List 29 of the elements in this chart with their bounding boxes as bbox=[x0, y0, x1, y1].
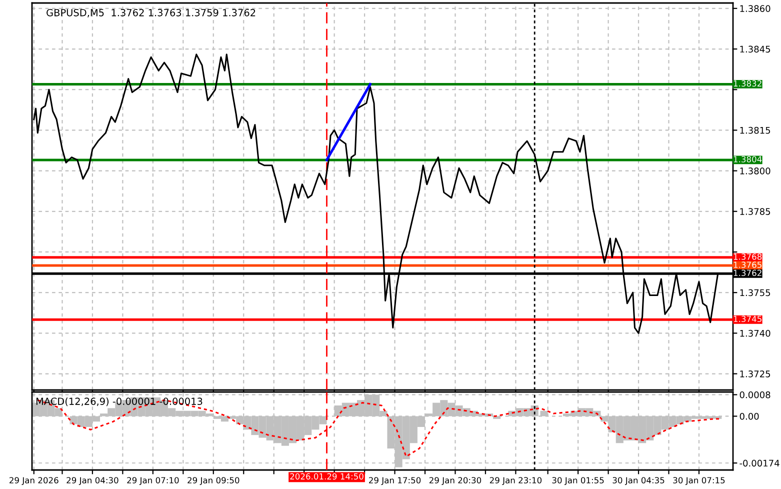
y-tick-label: 1.3845 bbox=[740, 46, 770, 53]
ref-line-label: 1.3804 bbox=[734, 156, 762, 162]
x-tick-label: 29 Jan 17:50 bbox=[369, 477, 421, 485]
text: GBPUSD,M5 1.3762 1.3763 1.3759 1.3762 bbox=[46, 8, 256, 18]
y-tick-label: 1.3800 bbox=[740, 168, 770, 174]
x-tick-label: 30 Jan 04:35 bbox=[612, 477, 664, 485]
x-tick-label: 30 Jan 01:55 bbox=[552, 477, 604, 485]
x-tick-label: 29 Jan 07:10 bbox=[127, 477, 179, 485]
y-tick-label: 1.3740 bbox=[740, 330, 770, 337]
y-tick-label: 0.0008 bbox=[740, 391, 770, 398]
x-tick-label: 29 Jan 04:30 bbox=[66, 477, 118, 485]
y-tick-label: 1.3860 bbox=[740, 5, 770, 12]
ref-line-label: 1.3832 bbox=[734, 80, 762, 87]
x-tick-label: 30 Jan 07:15 bbox=[673, 477, 725, 485]
y-tick-label: -0.00174 bbox=[740, 460, 780, 467]
ref-line-label: 1.3745 bbox=[734, 316, 762, 322]
y-tick-label: 1.3725 bbox=[740, 370, 770, 378]
y-tick-label: 1.3785 bbox=[740, 208, 770, 215]
y-tick-label: 0.00 bbox=[740, 412, 759, 420]
ref-line-label: 1.3762 bbox=[734, 270, 762, 276]
x-tick-label: 29 Jan 09:50 bbox=[188, 477, 240, 485]
y-tick-label: 1.3815 bbox=[740, 126, 770, 134]
x-tick-label: 29 Jan 20:30 bbox=[429, 477, 482, 485]
ref-line-label: 1.3765 bbox=[734, 262, 762, 268]
ref-line-label: 1.3768 bbox=[734, 254, 762, 260]
ref-line-label: 2026.01.29 14:50 bbox=[290, 473, 364, 480]
x-tick-label: 29 Jan 2026 bbox=[10, 477, 58, 485]
x-tick-label: 29 Jan 23:10 bbox=[490, 477, 542, 485]
y-tick-label: 1.3755 bbox=[740, 289, 770, 296]
